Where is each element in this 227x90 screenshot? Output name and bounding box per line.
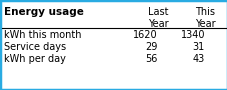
Text: 29: 29: [145, 42, 157, 52]
Text: kWh per day: kWh per day: [4, 54, 66, 64]
Text: kWh this month: kWh this month: [4, 30, 81, 40]
Text: Service days: Service days: [4, 42, 66, 52]
Text: 31: 31: [192, 42, 204, 52]
Text: 43: 43: [192, 54, 204, 64]
Text: This
Year: This Year: [194, 7, 214, 29]
Text: Last
Year: Last Year: [147, 7, 168, 29]
Text: Energy usage: Energy usage: [4, 7, 84, 17]
Text: 56: 56: [145, 54, 157, 64]
Text: 1340: 1340: [180, 30, 204, 40]
Text: 1620: 1620: [133, 30, 157, 40]
